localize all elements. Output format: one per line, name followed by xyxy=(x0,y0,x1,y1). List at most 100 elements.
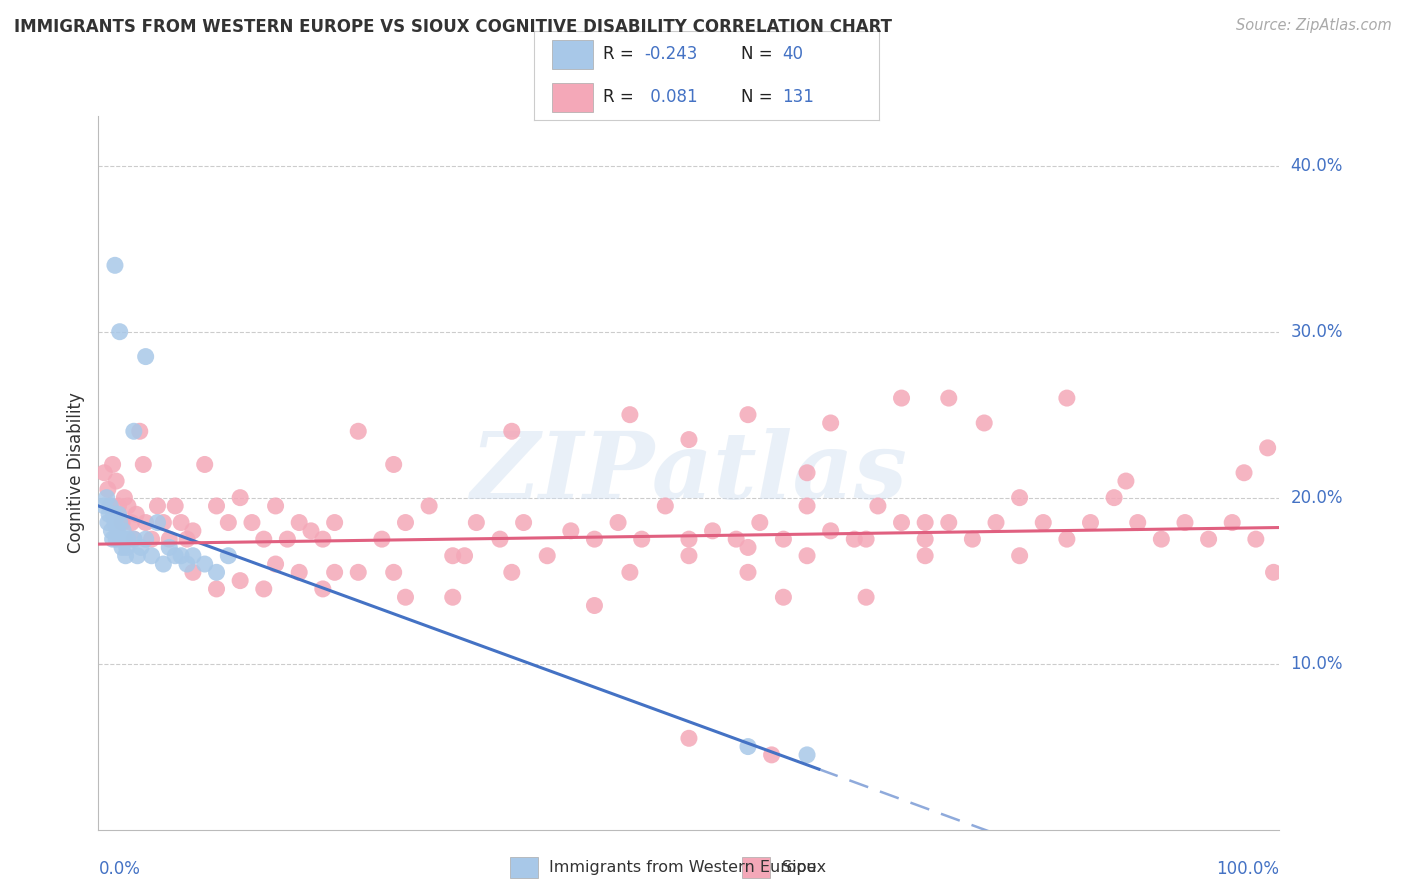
Point xyxy=(217,516,239,530)
Point xyxy=(146,499,169,513)
Point xyxy=(1263,566,1285,580)
Point xyxy=(121,516,143,530)
Point xyxy=(796,747,818,762)
Point xyxy=(146,516,169,530)
Point xyxy=(112,491,135,505)
Point xyxy=(938,516,960,530)
Point xyxy=(678,731,700,746)
Text: ZIPatlas: ZIPatlas xyxy=(471,428,907,517)
Point xyxy=(796,466,818,480)
Point xyxy=(181,524,204,538)
Point xyxy=(1257,441,1279,455)
Point xyxy=(737,541,759,555)
Point xyxy=(205,499,228,513)
Point xyxy=(1198,532,1220,546)
Point xyxy=(125,508,148,522)
Point xyxy=(108,516,131,530)
Point xyxy=(796,499,818,513)
Point xyxy=(107,499,129,513)
Point xyxy=(938,391,960,405)
Point xyxy=(796,549,818,563)
Point xyxy=(105,524,128,538)
Text: 40: 40 xyxy=(782,45,803,63)
Point xyxy=(112,532,135,546)
Point xyxy=(312,532,335,546)
Point xyxy=(394,591,416,605)
Point xyxy=(323,516,346,530)
Point xyxy=(127,549,149,563)
Point xyxy=(866,499,889,513)
Point xyxy=(181,566,204,580)
Point xyxy=(97,516,120,530)
Point xyxy=(441,549,464,563)
Point xyxy=(1008,491,1031,505)
Point xyxy=(217,549,239,563)
Point xyxy=(141,549,163,563)
Point xyxy=(1056,391,1078,405)
Point xyxy=(678,433,700,447)
Point xyxy=(253,582,276,596)
Text: R =: R = xyxy=(603,88,640,106)
Point xyxy=(702,524,724,538)
Point xyxy=(165,499,187,513)
Point xyxy=(1244,532,1267,546)
Point xyxy=(1233,466,1256,480)
Point xyxy=(489,532,512,546)
Point xyxy=(312,582,335,596)
Point xyxy=(583,532,606,546)
Point xyxy=(101,458,124,472)
Text: Immigrants from Western Europe: Immigrants from Western Europe xyxy=(550,860,817,875)
Point xyxy=(501,424,523,438)
Point xyxy=(108,325,131,339)
Point xyxy=(654,499,676,513)
Point xyxy=(394,516,416,530)
Point xyxy=(157,541,180,555)
Point xyxy=(129,541,152,555)
Text: IMMIGRANTS FROM WESTERN EUROPE VS SIOUX COGNITIVE DISABILITY CORRELATION CHART: IMMIGRANTS FROM WESTERN EUROPE VS SIOUX … xyxy=(14,18,891,36)
Y-axis label: Cognitive Disability: Cognitive Disability xyxy=(66,392,84,553)
Point xyxy=(560,524,582,538)
Text: 10.0%: 10.0% xyxy=(1291,655,1343,673)
Point xyxy=(135,350,157,364)
Point xyxy=(103,508,125,522)
Text: 131: 131 xyxy=(782,88,814,106)
Point xyxy=(984,516,1007,530)
Point xyxy=(112,524,135,538)
Point xyxy=(1220,516,1243,530)
Point xyxy=(205,566,228,580)
Point xyxy=(465,516,488,530)
Point xyxy=(1150,532,1173,546)
Point xyxy=(772,591,794,605)
Point xyxy=(98,499,121,513)
Point xyxy=(170,549,193,563)
Point xyxy=(264,499,287,513)
Point xyxy=(98,508,121,522)
Point xyxy=(453,549,475,563)
Point xyxy=(117,499,139,513)
Point xyxy=(176,532,198,546)
Point xyxy=(501,566,523,580)
Point xyxy=(678,549,700,563)
Point xyxy=(418,499,440,513)
Point xyxy=(1102,491,1125,505)
Point xyxy=(619,566,641,580)
Point xyxy=(170,516,193,530)
Point xyxy=(855,591,877,605)
Point xyxy=(512,516,534,530)
Point xyxy=(347,424,370,438)
Point xyxy=(678,532,700,546)
Point xyxy=(962,532,984,546)
Bar xyxy=(551,83,593,112)
Point xyxy=(630,532,652,546)
Point xyxy=(93,499,115,513)
Point xyxy=(855,532,877,546)
Text: Source: ZipAtlas.com: Source: ZipAtlas.com xyxy=(1236,18,1392,33)
Bar xyxy=(510,856,537,879)
Point xyxy=(122,424,145,438)
Point xyxy=(748,516,770,530)
Point xyxy=(382,566,405,580)
Point xyxy=(820,416,842,430)
Point xyxy=(371,532,394,546)
Point xyxy=(122,532,145,546)
Point xyxy=(98,499,121,513)
